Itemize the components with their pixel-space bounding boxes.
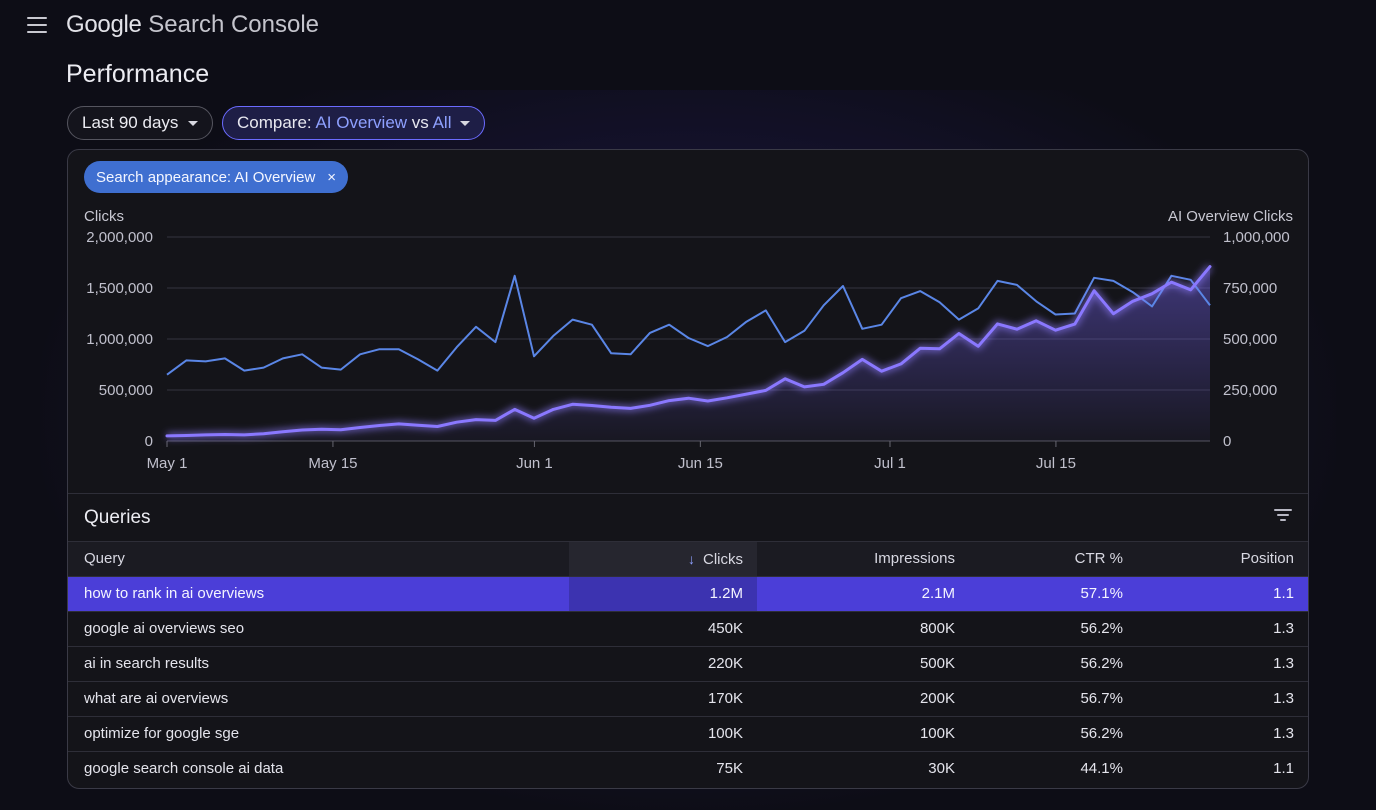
cell-position: 1.3 xyxy=(1273,690,1294,707)
compare-series-b: All xyxy=(432,113,452,132)
column-header-position[interactable]: Position xyxy=(1240,550,1294,567)
cell-ctr: 56.2% xyxy=(1080,655,1123,672)
column-header-ctr[interactable]: CTR % xyxy=(1074,550,1123,567)
y-tick-label-left: 500,000 xyxy=(99,382,153,399)
ai-overview-area-fill xyxy=(167,266,1210,441)
y-tick-label-right: 750,000 xyxy=(1223,280,1277,297)
cell-query: what are ai overviews xyxy=(84,690,229,707)
cell-ctr: 56.2% xyxy=(1080,620,1123,637)
series-line-clicks xyxy=(166,274,1211,376)
table-row[interactable]: how to rank in ai overviews 1.2M 2.1M 57… xyxy=(68,576,1308,611)
cell-query: how to rank in ai overviews xyxy=(84,585,265,602)
y-tick-label-right: 0 xyxy=(1223,433,1231,450)
dropdown-caret-icon xyxy=(188,120,198,126)
cell-ctr: 56.2% xyxy=(1080,725,1123,742)
compare-dropdown[interactable]: Compare: AI Overview vs All xyxy=(222,106,485,140)
table-row[interactable]: google ai overviews seo 450K 800K 56.2% … xyxy=(68,611,1308,646)
cell-ctr: 44.1% xyxy=(1080,760,1123,777)
cell-query: optimize for google sge xyxy=(84,725,240,742)
table-row[interactable]: optimize for google sge 100K 100K 56.2% … xyxy=(68,716,1308,751)
x-tick-label: Jun 1 xyxy=(516,455,553,472)
cell-impressions: 100K xyxy=(919,725,955,742)
filter-chip-label: Search appearance: AI Overview xyxy=(96,168,316,186)
column-header-clicks[interactable]: ↓ Clicks xyxy=(569,542,757,576)
logo-product-name: Search Console xyxy=(141,11,320,38)
top-bar: Google Search Console xyxy=(0,0,1376,52)
y-tick-label-right: 250,000 xyxy=(1223,382,1277,399)
cell-impressions: 800K xyxy=(919,620,955,637)
cell-clicks: 75K xyxy=(716,760,743,777)
y-tick-label-left: 2,000,000 xyxy=(86,229,153,246)
x-tick-label: Jun 15 xyxy=(678,455,723,472)
y-axis-label-right: AI Overview Clicks xyxy=(1168,208,1293,225)
compare-series-a: AI Overview xyxy=(315,113,408,132)
cell-ctr: 57.1% xyxy=(1080,585,1123,602)
cell-clicks: 100K xyxy=(707,725,743,742)
performance-card: Search appearance: AI Overview × Clicks A… xyxy=(67,149,1309,789)
queries-table: Query ↓ Clicks Impressions CTR % Position… xyxy=(68,541,1308,786)
logo-google-wordmark: Google xyxy=(66,11,142,38)
cell-impressions: 200K xyxy=(919,690,955,707)
chart-svg: Clicks AI Overview Clicks 2,000,000 1,000,0… xyxy=(84,208,1293,472)
cell-position: 1.3 xyxy=(1273,655,1294,672)
dropdown-caret-icon xyxy=(460,120,470,126)
x-tick-label: Jul 15 xyxy=(1036,455,1076,472)
app-logo[interactable]: Google Search Console xyxy=(66,11,319,39)
cell-impressions: 2.1M xyxy=(921,585,955,602)
y-tick-label-right: 1,000,000 xyxy=(1223,229,1290,246)
x-tick-label: May 15 xyxy=(308,455,357,472)
cell-clicks: 450K xyxy=(707,620,743,637)
cell-clicks: 220K xyxy=(707,655,743,672)
compare-vs: vs xyxy=(407,113,433,132)
date-range-label: Last 90 days xyxy=(82,113,179,132)
performance-chart: Clicks AI Overview Clicks 2,000,000 1,000,0… xyxy=(68,200,1308,490)
column-header-impressions[interactable]: Impressions xyxy=(874,550,955,567)
hamburger-menu-icon[interactable] xyxy=(27,17,47,33)
cell-position: 1.3 xyxy=(1273,620,1294,637)
table-row[interactable]: ai in search results 220K 500K 56.2% 1.3 xyxy=(68,646,1308,681)
table-row[interactable]: what are ai overviews 170K 200K 56.7% 1.… xyxy=(68,681,1308,716)
search-appearance-filter-chip[interactable]: Search appearance: AI Overview × xyxy=(84,161,349,193)
y-tick-label-left: 0 xyxy=(145,433,153,450)
y-tick-label-left: 1,500,000 xyxy=(86,280,153,297)
cell-query: google search console ai data xyxy=(84,760,284,777)
y-tick-label-left: 1,000,000 xyxy=(86,331,153,348)
page-title: Performance xyxy=(66,60,210,88)
table-header-row: Query ↓ Clicks Impressions CTR % Position xyxy=(68,541,1308,576)
cell-position: 1.3 xyxy=(1273,725,1294,742)
compare-label: Compare: AI Overview vs All xyxy=(237,113,452,133)
date-range-dropdown[interactable]: Last 90 days xyxy=(67,106,213,140)
cell-impressions: 500K xyxy=(919,655,955,672)
filter-icon[interactable] xyxy=(1274,509,1292,523)
cell-clicks: 170K xyxy=(707,690,743,707)
compare-prefix: Compare: xyxy=(237,113,316,132)
table-row[interactable]: google search console ai data 75K 30K 44… xyxy=(68,751,1308,786)
close-icon[interactable]: × xyxy=(327,168,337,186)
y-tick-label-right: 500,000 xyxy=(1223,331,1277,348)
x-tick-label: Jul 1 xyxy=(874,455,906,472)
cell-position: 1.1 xyxy=(1273,760,1294,777)
column-header-clicks-label: Clicks xyxy=(703,551,743,568)
cell-position: 1.1 xyxy=(1273,585,1294,602)
divider xyxy=(68,493,1308,494)
cell-clicks: 1.2M xyxy=(569,577,757,611)
series-line-ai-overview xyxy=(165,265,1212,438)
cell-query: ai in search results xyxy=(84,655,210,672)
x-tick-label: May 1 xyxy=(147,455,188,472)
queries-title: Queries xyxy=(84,507,151,528)
cell-query: google ai overviews seo xyxy=(84,620,245,637)
sort-descending-icon: ↓ xyxy=(688,551,695,567)
cell-impressions: 30K xyxy=(928,760,955,777)
column-header-query[interactable]: Query xyxy=(84,550,125,567)
cell-ctr: 56.7% xyxy=(1080,690,1123,707)
y-axis-label-left: Clicks xyxy=(84,208,124,225)
